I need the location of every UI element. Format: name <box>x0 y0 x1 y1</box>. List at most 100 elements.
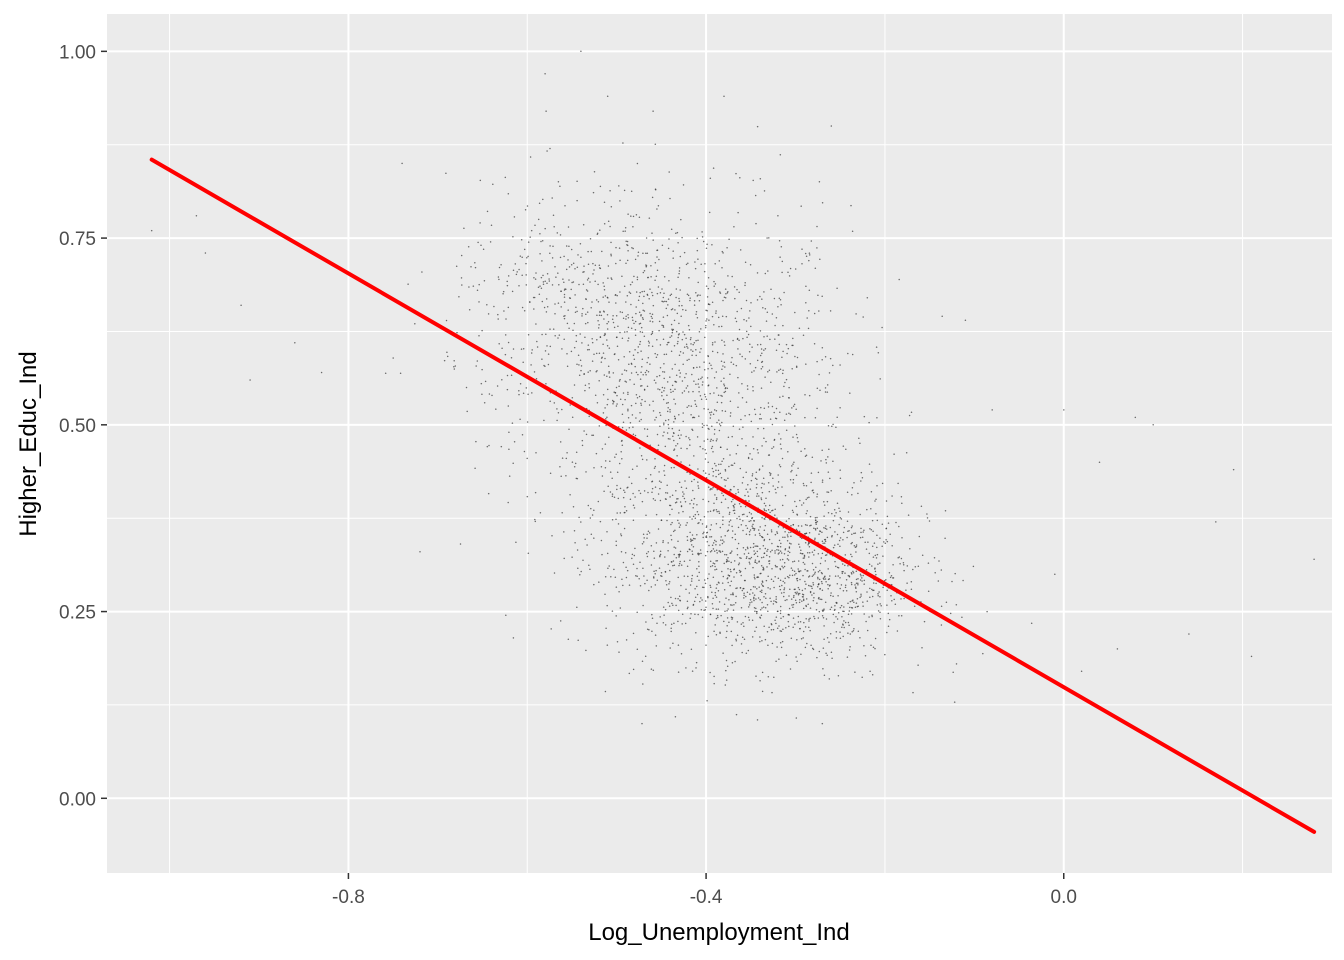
scatter-point <box>477 241 479 244</box>
scatter-point <box>763 437 765 440</box>
scatter-point <box>842 538 844 541</box>
scatter-point <box>832 460 834 463</box>
scatter-point <box>788 607 791 610</box>
scatter-point <box>788 275 791 277</box>
scatter-point <box>737 526 740 529</box>
scatter-point <box>694 537 696 540</box>
scatter-point <box>644 400 646 403</box>
scatter-point <box>851 600 853 602</box>
scatter-point <box>621 578 623 580</box>
scatter-point <box>699 351 701 353</box>
scatter-point <box>831 512 833 515</box>
scatter-point <box>828 578 831 580</box>
scatter-point <box>763 625 765 628</box>
scatter-point <box>240 304 242 307</box>
scatter-point <box>604 443 607 445</box>
scatter-point <box>655 645 658 647</box>
scatter-point <box>606 403 609 406</box>
scatter-point <box>670 335 673 337</box>
scatter-point <box>788 614 791 616</box>
scatter-point <box>696 510 699 513</box>
scatter-point <box>649 320 651 322</box>
scatter-point <box>752 386 754 388</box>
scatter-point <box>591 301 593 303</box>
scatter-point <box>791 509 794 512</box>
scatter-point <box>813 554 815 556</box>
scatter-point <box>671 328 673 331</box>
scatter-point <box>704 449 706 451</box>
scatter-point <box>497 276 500 278</box>
scatter-point <box>701 523 704 525</box>
scatter-point <box>823 576 826 578</box>
scatter-point <box>581 444 584 447</box>
scatter-point <box>669 388 672 391</box>
scatter-point <box>781 457 784 460</box>
scatter-point <box>667 419 670 421</box>
scatter-point <box>774 514 776 516</box>
scatter-point <box>676 498 678 500</box>
scatter-point <box>673 344 676 347</box>
scatter-point <box>679 351 682 353</box>
scatter-point <box>663 431 665 433</box>
scatter-point <box>680 486 683 488</box>
scatter-point <box>598 379 600 382</box>
scatter-point <box>816 225 818 228</box>
scatter-point <box>863 645 865 647</box>
scatter-point <box>785 627 787 629</box>
scatter-point <box>776 531 778 533</box>
scatter-point <box>706 243 708 245</box>
scatter-point <box>640 402 642 405</box>
scatter-point <box>579 574 581 576</box>
scatter-point <box>718 463 720 466</box>
scatter-point <box>793 594 795 597</box>
scatter-point <box>851 541 853 544</box>
scatter-point <box>866 629 869 632</box>
scatter-point <box>828 641 830 643</box>
scatter-point <box>779 298 782 301</box>
scatter-point <box>769 418 772 420</box>
scatter-point <box>570 248 573 251</box>
scatter-point <box>675 330 678 333</box>
scatter-point <box>689 473 691 475</box>
scatter-point <box>749 310 751 312</box>
scatter-point <box>733 509 736 511</box>
scatter-point <box>898 525 900 528</box>
scatter-point <box>843 610 845 613</box>
scatter-point <box>764 376 766 378</box>
scatter-point <box>665 353 668 356</box>
scatter-point <box>655 542 658 544</box>
scatter-point <box>522 347 525 350</box>
scatter-point <box>572 281 575 283</box>
scatter-point <box>908 414 911 417</box>
scatter-point <box>570 288 572 291</box>
scatter-point <box>794 591 797 594</box>
scatter-point <box>568 428 570 430</box>
scatter-point <box>695 311 698 313</box>
scatter-point <box>783 591 785 594</box>
scatter-point <box>825 525 827 527</box>
scatter-point <box>766 237 768 239</box>
scatter-point <box>709 536 711 538</box>
scatter-point <box>639 561 641 564</box>
scatter-point <box>725 553 728 556</box>
scatter-point <box>798 592 801 595</box>
scatter-point <box>792 606 794 609</box>
scatter-point <box>770 288 772 290</box>
scatter-point <box>917 565 920 567</box>
scatter-point <box>833 621 835 624</box>
scatter-point <box>791 407 793 409</box>
scatter-point <box>671 494 674 496</box>
scatter-point <box>716 614 719 617</box>
scatter-point <box>780 438 782 440</box>
scatter-point <box>698 560 700 563</box>
scatter-point <box>733 286 736 288</box>
scatter-point <box>729 454 731 456</box>
scatter-point <box>852 571 855 574</box>
scatter-point <box>700 552 702 555</box>
scatter-point <box>797 441 799 443</box>
scatter-point <box>791 465 793 467</box>
scatter-point <box>846 491 849 494</box>
scatter-point <box>573 529 576 532</box>
scatter-point <box>754 366 757 369</box>
scatter-point <box>800 637 803 640</box>
